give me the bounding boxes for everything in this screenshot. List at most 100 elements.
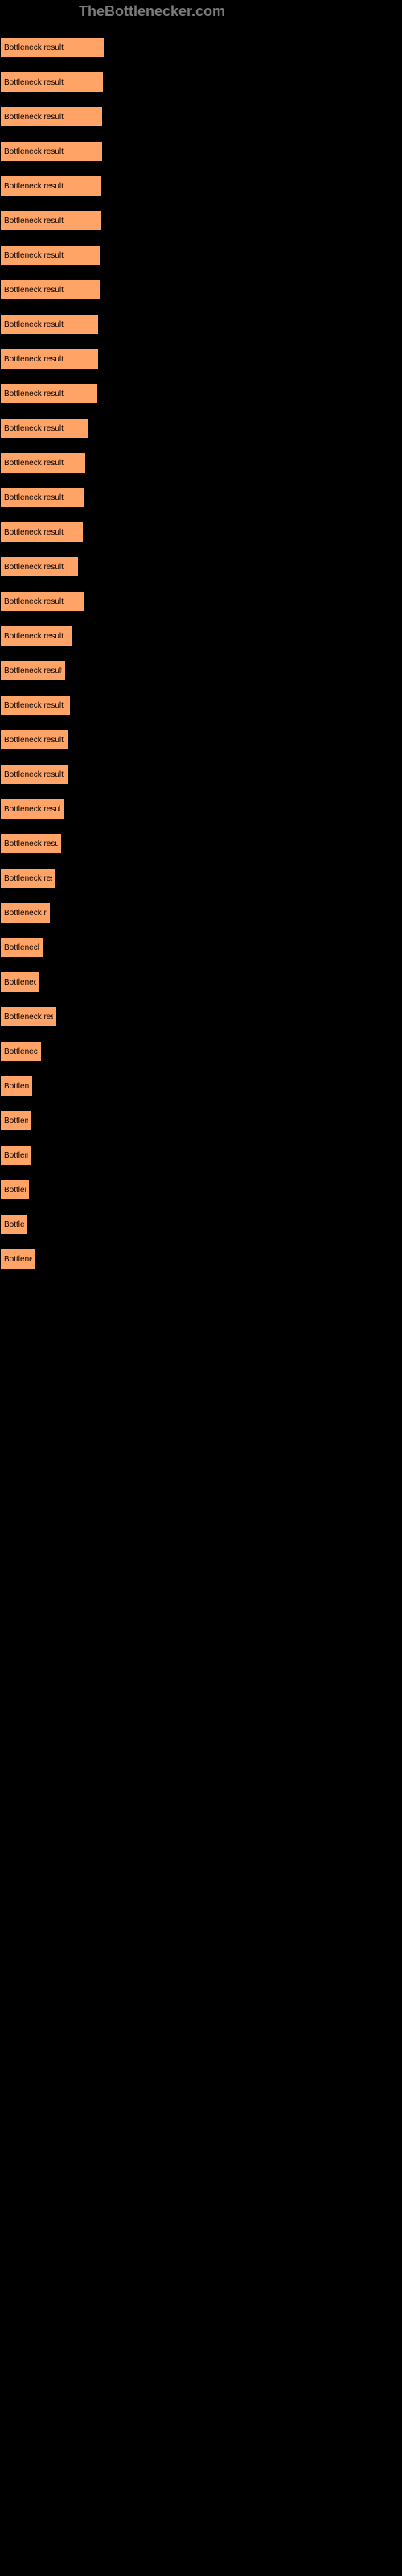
bar-wrap: Bottleneck result (0, 72, 402, 93)
bar-wrap: Bottleneck result (0, 175, 402, 196)
bar-inside-text: Bottleneck result (4, 355, 64, 364)
bar: Bottleneck result (0, 1249, 36, 1269)
bar: Bottleneck result (0, 1041, 42, 1062)
bar-inside-text: Bottleneck result (4, 113, 64, 122)
bar: Bottleneck result (0, 314, 99, 335)
bar-wrap: Bottleneck result (0, 349, 402, 369)
bar-wrap: Bottleneck result (0, 452, 402, 473)
bar: Bottleneck result (0, 1110, 32, 1131)
bar-inside-text: Bottleneck result (4, 840, 58, 848)
bar-row: AMD Radeon RX 7700 XTBottleneck result (0, 1134, 402, 1166)
bar-wrap: Bottleneck result (0, 1075, 402, 1096)
bar-wrap: Bottleneck result (0, 418, 402, 439)
bar-row: NVIDIA RTX 6000 Ada GenerationBottleneck… (0, 200, 402, 231)
bar-row: NVIDIA GeForce RTX 4070 TiBottleneck res… (0, 269, 402, 300)
bar-category-label: NVIDIA GeForce RTX 4070 SUPER (0, 338, 402, 349)
bar: Bottleneck result (0, 452, 86, 473)
bar: Bottleneck result (0, 902, 51, 923)
bar-row: NVIDIA RTX A5500 Bottleneck result (0, 546, 402, 577)
bar-inside-text: Bottleneck result (4, 320, 64, 329)
bar-category-label: NVIDIA RTX A5500 (0, 546, 402, 556)
bar-category-label: NVIDIA RTX 5000 Ada Generation (0, 788, 402, 799)
bar-wrap: Bottleneck result (0, 1214, 402, 1235)
bar: Bottleneck result (0, 37, 105, 58)
bar: Bottleneck result (0, 729, 68, 750)
bar-wrap: Bottleneck result (0, 556, 402, 577)
bar-wrap: Bottleneck result (0, 314, 402, 335)
bar-wrap: Bottleneck result (0, 106, 402, 127)
bar-row: NVIDIA GeForce RTX 3090 Ti Bottleneck res… (0, 303, 402, 335)
bar-category-label: NVIDIA GeForce RTX 3080 Ti (0, 442, 402, 452)
bar: Bottleneck result (0, 72, 104, 93)
bar-wrap: Bottleneck result (0, 141, 402, 162)
bar-inside-text: Bottleneck result (4, 251, 64, 260)
bar-wrap: Bottleneck result (0, 1179, 402, 1200)
bar-category-label: AMD Radeon RX 7900 GRE (0, 373, 402, 383)
bar-wrap: Bottleneck result (0, 660, 402, 681)
bar-row: NVIDIA GeForce RTX 4060 TiBottleneck res… (0, 753, 402, 785)
bar-inside-text: Bottleneck result (4, 563, 64, 572)
bar: Bottleneck result (0, 764, 69, 785)
bar-row: NVIDIA GeForce RTX 4070 SUPER Bottleneck … (0, 338, 402, 369)
bar-inside-text: Bottleneck result (4, 1220, 24, 1229)
bar-inside-text: Bottleneck result (4, 1013, 53, 1022)
bar-row: AMD Radeon RX 6800 Bottleneck result (0, 996, 402, 1027)
bar-wrap: Bottleneck result (0, 1145, 402, 1166)
bar-inside-text: Bottleneck result (4, 1255, 32, 1264)
bar-inside-text: Bottleneck result (4, 1117, 28, 1125)
bar-row: NVIDIA GeForce RTX 3070 TiBottleneck res… (0, 857, 402, 889)
bar-inside-text: Bottleneck result (4, 909, 47, 918)
bar-row: AMD Radeon RX 7900 XTXBottleneck result (0, 130, 402, 162)
bar-row: NVIDIA Quadro RTX 8000 Bottleneck result (0, 892, 402, 923)
bar-inside-text: Bottleneck result (4, 943, 39, 952)
bar: Bottleneck result (0, 210, 101, 231)
bar-row: AMD Radeon RX 6950 XTBottleneck result (0, 580, 402, 612)
bar-wrap: Bottleneck result (0, 591, 402, 612)
bar: Bottleneck result (0, 695, 71, 716)
bar-wrap: Bottleneck result (0, 1110, 402, 1131)
bar-inside-text: Bottleneck result (4, 1082, 29, 1091)
bar-category-label: AMD Radeon RX 7900 XT (0, 234, 402, 245)
bar: Bottleneck result (0, 141, 103, 162)
bar-category-label: NVIDIA GeForce RTX 4070 Ti (0, 269, 402, 279)
bar-wrap: Bottleneck result (0, 383, 402, 404)
bar-category-label: NVIDIA TITAN RTX (0, 1065, 402, 1075)
bar-inside-text: Bottleneck result (4, 78, 64, 87)
bar: Bottleneck result (0, 556, 79, 577)
bar-category-label: AMD Radeon RX 6800 XT (0, 823, 402, 833)
bar-wrap: Bottleneck result (0, 1041, 402, 1062)
bar-wrap: Bottleneck result (0, 245, 402, 266)
bar-category-label: NVIDIA RTX 4500 Ada Generation (0, 927, 402, 937)
bar-wrap: Bottleneck result (0, 1006, 402, 1027)
bar-inside-text: Bottleneck result (4, 43, 64, 52)
bar-category-label: AMD Radeon RX 7900 XTX (0, 130, 402, 141)
bar-row: AMD Radeon RX 6900 XTBottleneck result (0, 719, 402, 750)
bar: Bottleneck result (0, 1006, 57, 1027)
bar-inside-text: Bottleneck result (4, 805, 60, 814)
bar-category-label: NVIDIA GeForce RTX 4060 Ti (0, 753, 402, 764)
bar-row: NVIDIA GeForce RTX 4070 Ti SUPERBottlene… (0, 165, 402, 196)
bar-category-label: NVIDIA Quadro RTX 8000 (0, 892, 402, 902)
bar-category-label: NVIDIA GeForce RTX 3090 (0, 477, 402, 487)
bar-wrap: Bottleneck result (0, 799, 402, 819)
bar-category-label: AMD Radeon RX 7700 XT (0, 1134, 402, 1145)
bar-row: NVIDIA GeForce RTX 2080 Ti Bottleneck res… (0, 1100, 402, 1131)
bar-row: NVIDIA GeForce RTX 4060 Bottleneck result (0, 1203, 402, 1235)
bar-inside-text: Bottleneck result (4, 182, 64, 191)
bar-row: NVIDIA GeForce RTX 3080 TiBottleneck res… (0, 442, 402, 473)
bar-category-label: NVIDIA GeForce RTX 2080 Ti (0, 1100, 402, 1110)
bar-category-label: NVIDIA RTX A4500 (0, 961, 402, 972)
bar-row: NVIDIA GeForce RTX 4080Bottleneck result (0, 96, 402, 127)
bar-category-label: NVIDIA GeForce RTX 3090 Ti (0, 303, 402, 314)
bar-inside-text: Bottleneck result (4, 667, 62, 675)
bar-wrap: Bottleneck result (0, 695, 402, 716)
bar: Bottleneck result (0, 106, 103, 127)
bar-category-label: NVIDIA GeForce RTX 4060 (0, 1203, 402, 1214)
bar-category-label: NVIDIA GeForce RTX 3070 (0, 1030, 402, 1041)
bar-row: NVIDIA RTX A4500Bottleneck result (0, 961, 402, 993)
bar: Bottleneck result (0, 799, 64, 819)
bar: Bottleneck result (0, 487, 84, 508)
bar-category-label: AMD Radeon RX 6800 (0, 996, 402, 1006)
bar-wrap: Bottleneck result (0, 210, 402, 231)
bar-row: NVIDIA RTX A6000Bottleneck result (0, 407, 402, 439)
